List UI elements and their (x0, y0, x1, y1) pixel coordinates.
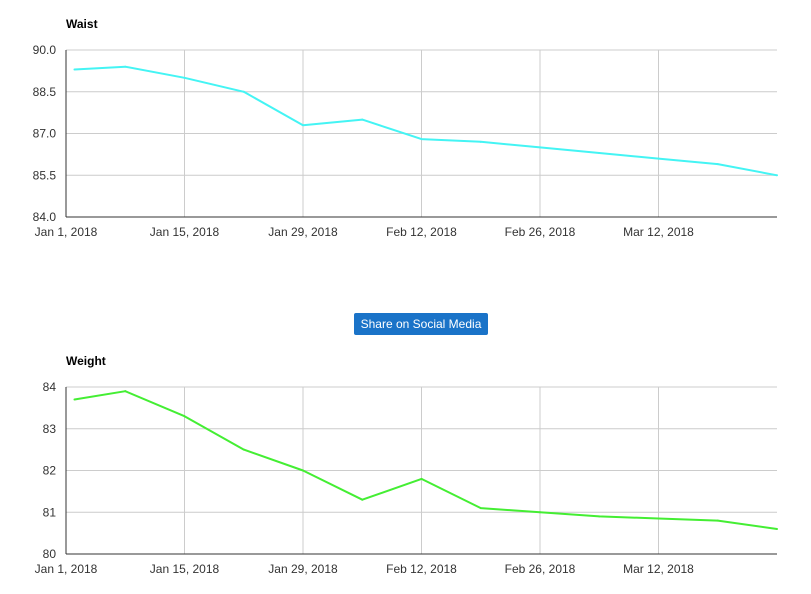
data-point (124, 390, 127, 393)
series-line (74, 390, 778, 530)
x-tick-label: Jan 15, 2018 (150, 225, 220, 239)
data-point (183, 76, 186, 79)
waist-chart: Waist 84.0 85.5 87.0 88.5 90.0 Jan 1, 2018 Jan … (33, 17, 778, 239)
y-tick-label: 90.0 (33, 43, 57, 57)
data-point (302, 124, 304, 127)
x-tick-label: Feb 26, 2018 (505, 225, 576, 239)
y-tick-label: 85.5 (33, 168, 57, 182)
data-point (479, 140, 482, 143)
series-line (74, 65, 778, 177)
chart-title: Weight (66, 354, 106, 368)
x-tick-label: Jan 29, 2018 (268, 562, 338, 576)
data-point (73, 68, 76, 71)
x-tick-label: Feb 12, 2018 (386, 562, 457, 576)
x-tick-label: Mar 12, 2018 (623, 562, 694, 576)
x-tick-label: Feb 26, 2018 (505, 562, 576, 576)
data-point (73, 398, 76, 401)
data-point (183, 415, 186, 418)
x-tick-label: Jan 15, 2018 (150, 562, 220, 576)
data-point (598, 151, 601, 154)
data-point (420, 477, 423, 480)
y-tick-label: 82 (43, 464, 57, 478)
y-tick-label: 83 (43, 422, 57, 436)
y-tick-label: 84 (43, 380, 57, 394)
data-point (420, 138, 423, 141)
data-point (361, 498, 364, 501)
x-tick-label: Jan 1, 2018 (35, 225, 98, 239)
data-point (598, 515, 601, 518)
y-tick-label: 88.5 (33, 85, 57, 99)
data-point (716, 163, 719, 166)
x-tick-label: Jan 29, 2018 (268, 225, 338, 239)
data-point (361, 118, 364, 121)
data-point (657, 157, 660, 160)
data-point (242, 90, 245, 93)
chart-title: Waist (66, 17, 98, 31)
weight-chart: Weight 80 81 82 83 84 Jan 1, 2018 Jan 15, 2018 J… (35, 354, 778, 576)
y-tick-label: 80 (43, 547, 57, 561)
y-tick-label: 87.0 (33, 127, 57, 141)
data-point (776, 174, 778, 177)
y-tick-label: 84.0 (33, 210, 57, 224)
data-point (479, 507, 482, 510)
data-point (657, 517, 660, 520)
data-point (539, 511, 541, 514)
y-tick-label: 81 (43, 505, 57, 519)
data-point (124, 65, 127, 68)
data-point (302, 469, 304, 472)
data-point (242, 448, 245, 451)
share-on-social-media-button[interactable]: Share on Social Media (354, 313, 488, 335)
data-point (539, 146, 541, 149)
data-point (716, 519, 719, 522)
x-tick-label: Feb 12, 2018 (386, 225, 457, 239)
x-tick-label: Mar 12, 2018 (623, 225, 694, 239)
x-tick-label: Jan 1, 2018 (35, 562, 98, 576)
data-point (776, 527, 778, 530)
